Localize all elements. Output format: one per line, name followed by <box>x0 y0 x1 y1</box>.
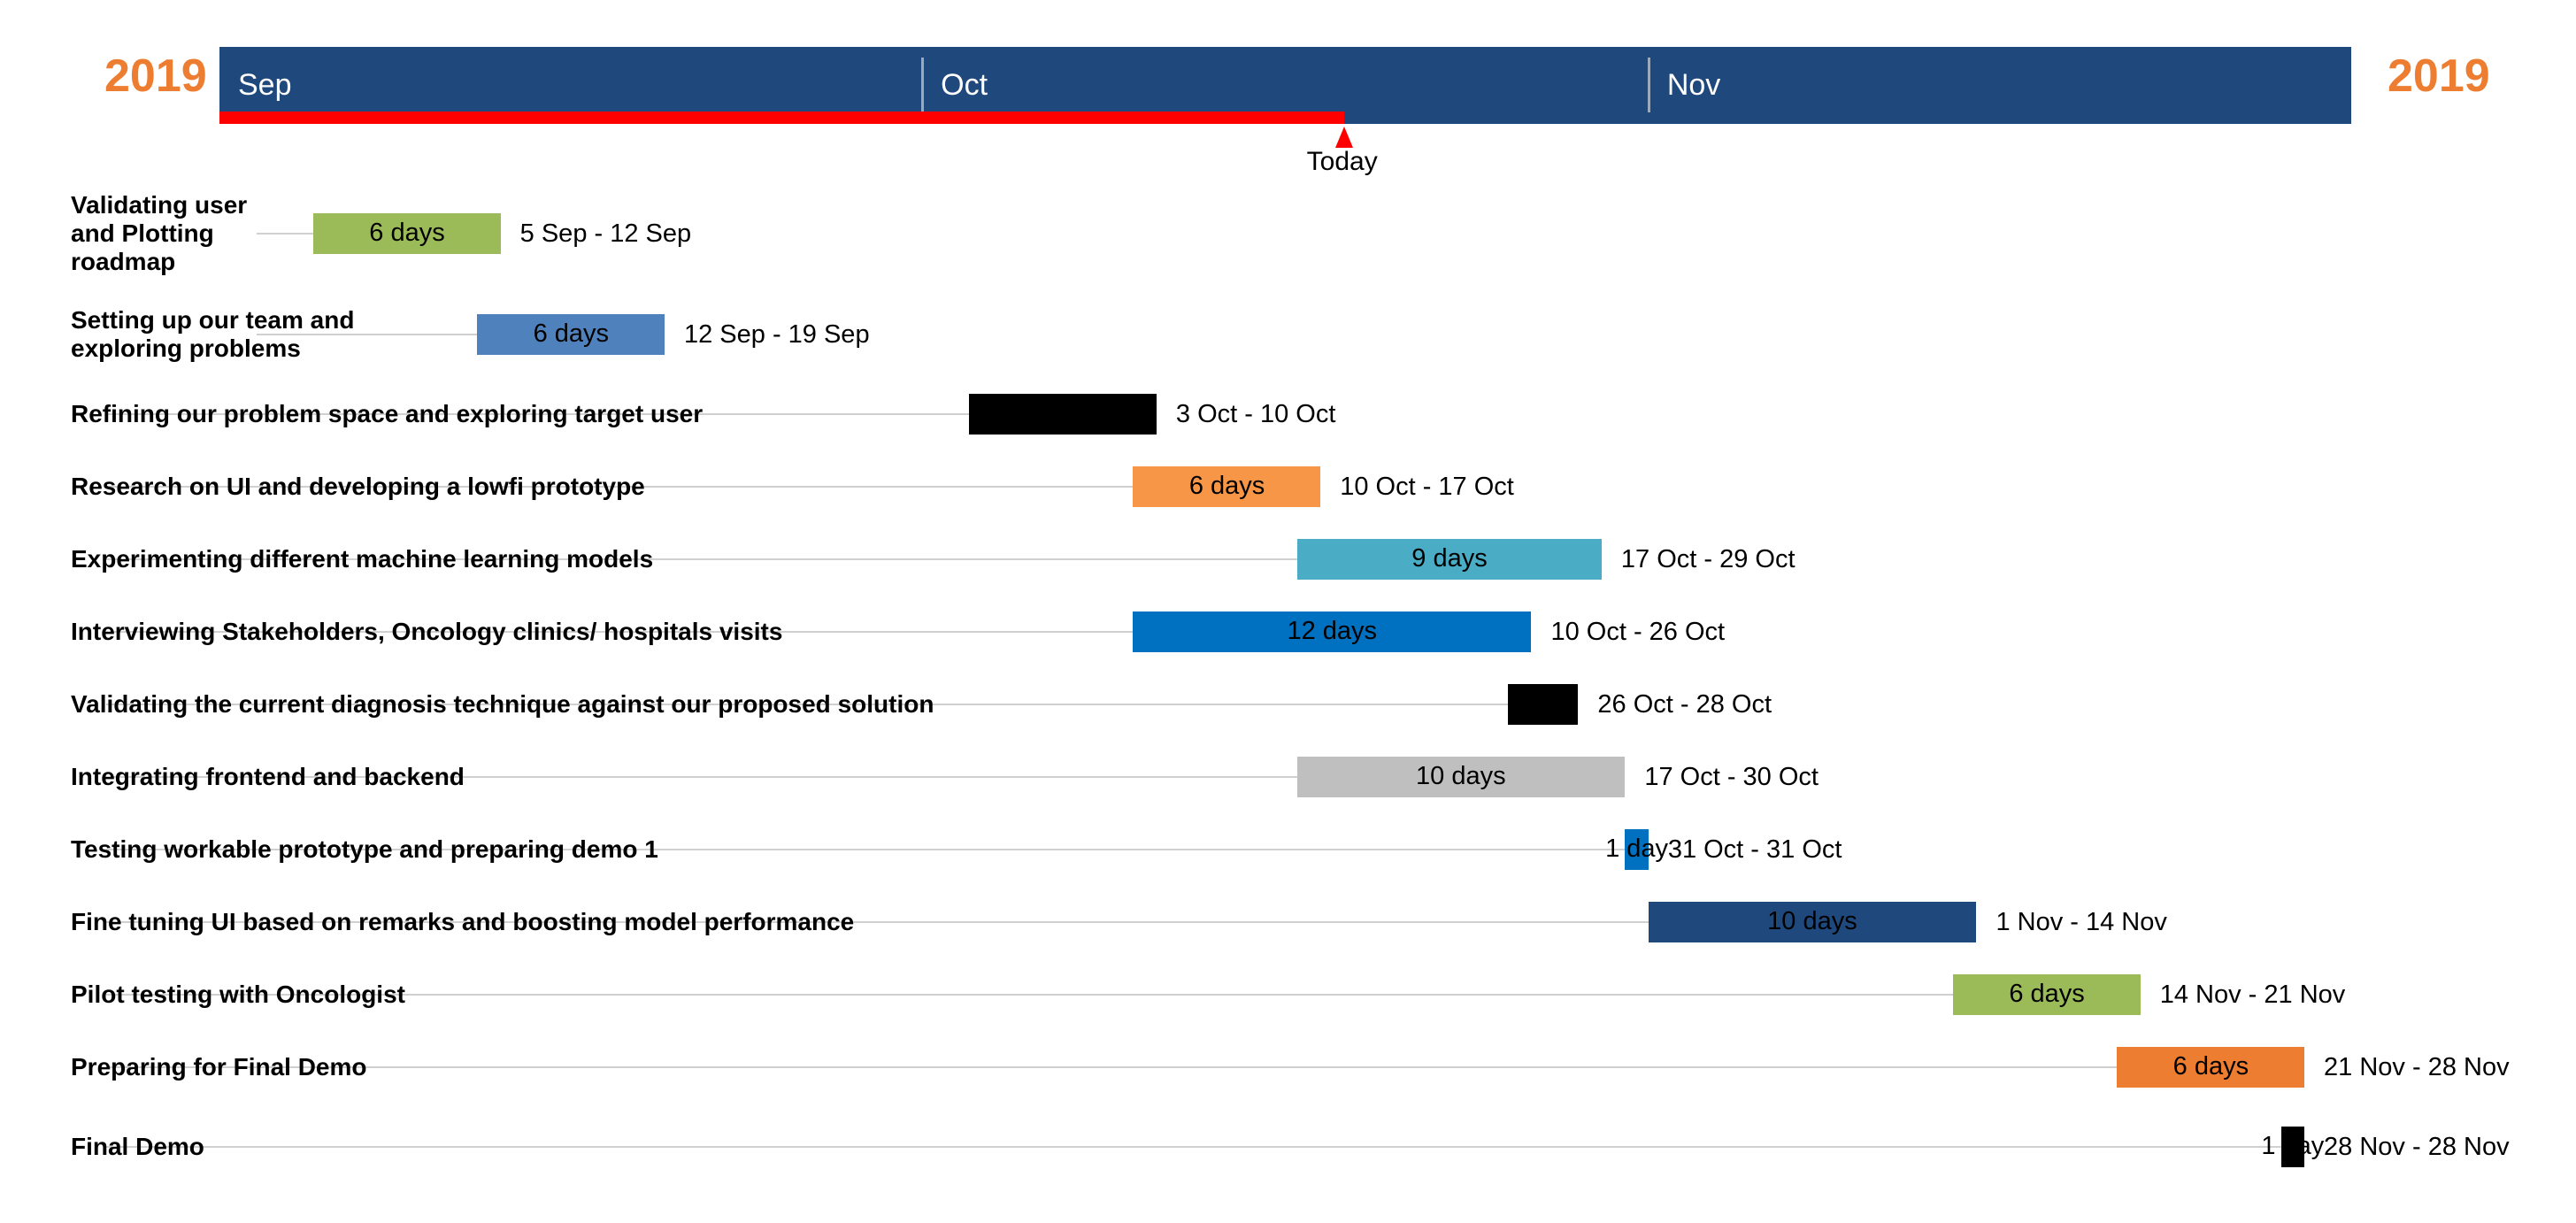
task-name: Validating user and Plotting roadmap <box>71 191 248 275</box>
task-name: Integrating frontend and backend <box>71 763 465 790</box>
task-date-range: 28 Nov - 28 Nov <box>2324 1133 2510 1161</box>
task-bar[interactable] <box>1296 757 1626 797</box>
task-date-range: 26 Oct - 28 Oct <box>1597 690 1772 719</box>
task-bar[interactable] <box>1952 974 2141 1015</box>
task-bar[interactable] <box>1296 539 1602 580</box>
task-bar[interactable] <box>1648 902 1977 942</box>
month-label: Sep <box>238 68 292 102</box>
task-name: Interviewing Stakeholders, Oncology clin… <box>71 618 783 645</box>
task-leader-line <box>106 1146 2281 1148</box>
month-separator <box>1647 58 1650 112</box>
today-label: Today <box>1306 147 1378 176</box>
task-bar[interactable] <box>2280 1127 2305 1167</box>
task-name: Final Demo <box>71 1133 204 1160</box>
task-duration-label: 10 days <box>1416 762 1506 790</box>
task-leader-line <box>106 413 970 415</box>
task-date-range: 10 Oct - 26 Oct <box>1550 618 1726 646</box>
task-date-range: 17 Oct - 30 Oct <box>1644 763 1819 791</box>
year-label-left: 2019 <box>104 50 207 102</box>
task-bar[interactable] <box>312 213 501 254</box>
task-name: Validating the current diagnosis techniq… <box>71 690 934 718</box>
task-leader-line <box>106 1066 2118 1068</box>
task-leader-line <box>106 486 1134 488</box>
timeline-header-bar: Sep Oct Nov <box>219 47 2351 124</box>
task-duration-label: 6 days <box>2009 980 2085 1008</box>
task-leader-line <box>257 233 313 235</box>
task-duration-label: 6 days <box>1188 472 1265 500</box>
month-label: Nov <box>1666 68 1721 102</box>
task-date-range: 14 Nov - 21 Nov <box>2159 981 2346 1009</box>
task-leader-line <box>106 704 1508 705</box>
task-duration-label: 9 days <box>1411 544 1488 573</box>
task-duration-label: 1 day <box>1605 835 1669 863</box>
task-duration-label: 6 days <box>533 319 610 348</box>
task-bar[interactable] <box>477 314 665 355</box>
task-bar[interactable] <box>969 394 1157 435</box>
today-marker-icon <box>1334 127 1353 148</box>
task-leader-line <box>106 776 1297 778</box>
task-date-range: 3 Oct - 10 Oct <box>1175 400 1336 428</box>
task-bar[interactable] <box>1507 684 1579 725</box>
task-name: Testing workable prototype and preparing… <box>71 835 658 863</box>
task-bar[interactable] <box>1133 612 1532 652</box>
task-leader-line <box>106 558 1297 560</box>
month-separator <box>921 58 925 112</box>
task-date-range: 21 Nov - 28 Nov <box>2324 1053 2510 1081</box>
task-date-range: 10 Oct - 17 Oct <box>1340 473 1514 501</box>
task-duration-label: 1 day <box>2261 1132 2325 1160</box>
task-name: Refining our problem space and exploring… <box>71 400 704 427</box>
task-bar[interactable] <box>1133 466 1321 507</box>
task-duration-label: 6 days <box>369 219 445 247</box>
task-name: Pilot testing with Oncologist <box>71 981 405 1008</box>
task-date-range: 17 Oct - 29 Oct <box>1620 545 1796 573</box>
task-duration-label: 12 days <box>1287 617 1378 645</box>
task-leader-line <box>106 994 1953 996</box>
task-leader-line <box>106 849 1626 850</box>
task-name: Experimenting different machine learning… <box>71 545 654 573</box>
task-leader-line <box>257 334 478 335</box>
task-bar[interactable] <box>2117 1047 2305 1088</box>
task-date-range: 31 Oct - 31 Oct <box>1667 835 1842 864</box>
elapsed-progress-bar <box>219 112 1344 124</box>
task-date-range: 12 Sep - 19 Sep <box>683 320 870 349</box>
task-date-range: 1 Nov - 14 Nov <box>1995 908 2167 936</box>
task-name: Fine tuning UI based on remarks and boos… <box>71 908 855 935</box>
month-label: Oct <box>941 68 988 102</box>
year-label-right: 2019 <box>2388 50 2490 102</box>
task-name: Setting up our team and exploring proble… <box>71 306 355 362</box>
task-duration-label: 10 days <box>1767 907 1857 935</box>
task-name: Research on UI and developing a lowfi pr… <box>71 473 645 500</box>
task-name: Preparing for Final Demo <box>71 1053 367 1081</box>
task-bar[interactable] <box>1625 829 1649 870</box>
task-duration-label: 6 days <box>2172 1052 2249 1081</box>
task-leader-line <box>106 631 1134 633</box>
task-leader-line <box>106 921 1649 923</box>
task-date-range: 5 Sep - 12 Sep <box>519 219 692 248</box>
